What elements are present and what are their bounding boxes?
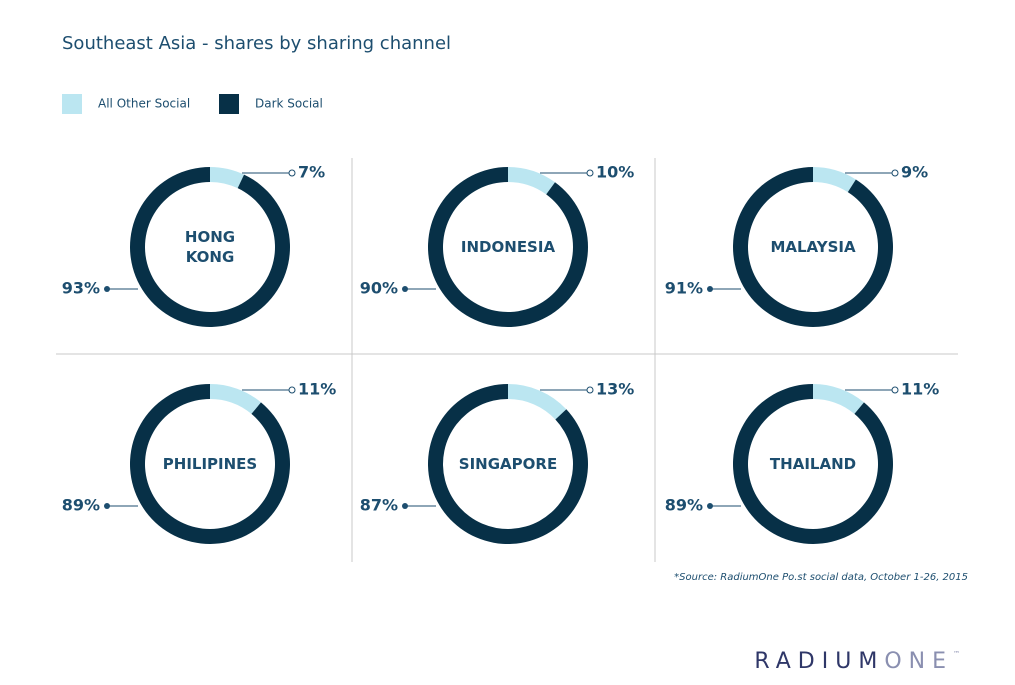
logo: RADIUMONE™ [754,649,960,674]
value-label: 11% [298,380,336,399]
value-label: 87% [360,496,398,515]
donut-title: THAILAND [769,455,857,473]
donut-segment [210,167,245,189]
logo-part: RADIUM [754,649,884,674]
donut-segment [813,167,856,193]
leader-dot [707,503,713,509]
logo-part: ONE [884,649,953,674]
donut-title: PHILIPINES [162,455,258,473]
leader-dot [707,286,713,292]
leader-dot [402,286,408,292]
leader-dot [402,503,408,509]
value-label: 90% [360,279,398,298]
legend-swatch [219,94,239,114]
legend-label: All Other Social [98,97,190,111]
value-label: 7% [298,163,325,182]
value-label: 13% [596,380,634,399]
value-label: 11% [901,380,939,399]
value-label: 89% [62,496,100,515]
donut-segment [508,384,567,420]
leader-dot [891,169,899,177]
donut-segment [813,384,864,414]
donut-segment [508,167,556,195]
legend-label: Dark Social [255,97,323,111]
leader-dot [104,503,110,509]
value-label: 10% [596,163,634,182]
donut-segment [210,384,261,414]
value-label: 9% [901,163,928,182]
donut-title: SINGAPORE [458,455,558,473]
donut-title: INDONESIA [460,238,556,256]
legend-swatch [62,94,82,114]
leader-dot [104,286,110,292]
leader-dot [586,169,594,177]
value-label: 91% [665,279,703,298]
value-label: 93% [62,279,100,298]
source-note: *Source: RadiumOne Po.st social data, Oc… [674,572,968,583]
chart-title: Southeast Asia - shares by sharing chann… [62,33,451,54]
donut-title: MALAYSIA [770,238,856,256]
leader-dot [586,386,594,394]
donut-title: HONG KONG [184,228,236,266]
logo-mark: ™ [953,650,960,658]
value-label: 89% [665,496,703,515]
leader-dot [891,386,899,394]
leader-dot [288,386,296,394]
leader-dot [288,169,296,177]
